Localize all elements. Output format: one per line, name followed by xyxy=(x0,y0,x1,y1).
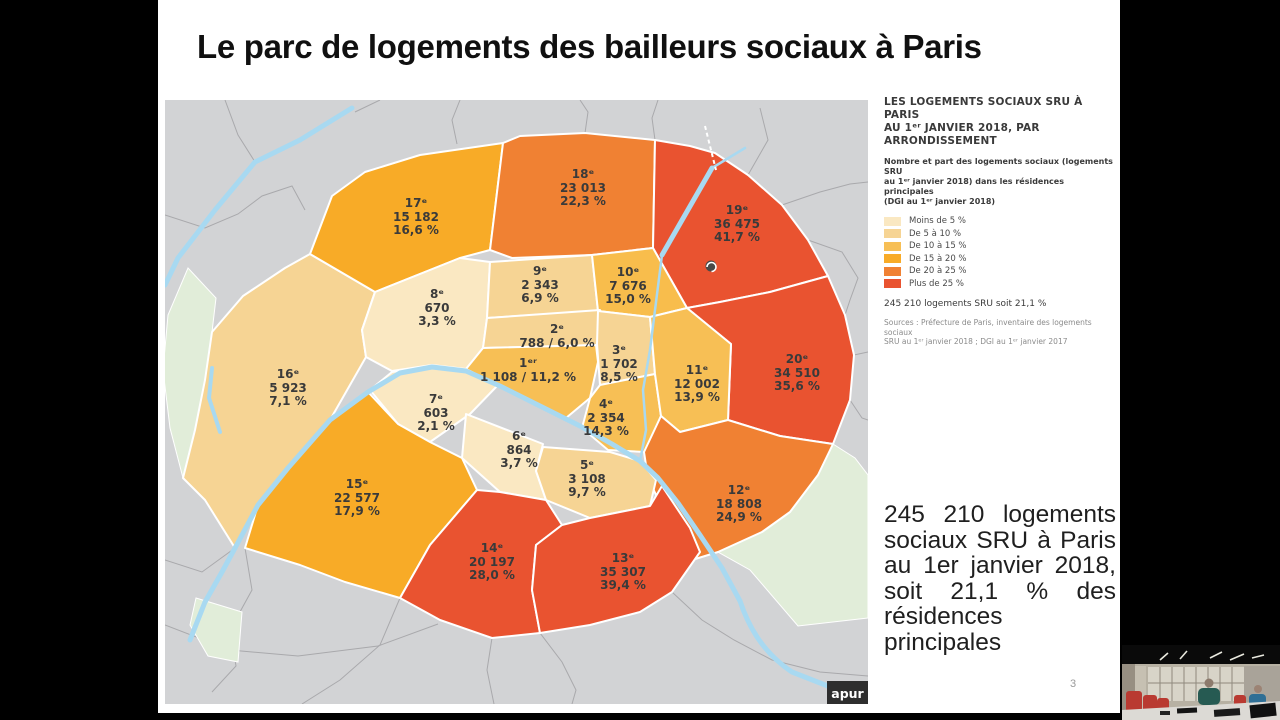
legend-swatch xyxy=(884,229,901,239)
slide: Le parc de logements des bailleurs socia… xyxy=(158,0,1120,713)
arr-label-5: 5ᵉ 3 108 9,7 % xyxy=(568,458,606,499)
arr-label-15: 15ᵉ 22 577 17,9 % xyxy=(334,477,380,518)
legend-sources: Sources : Préfecture de Paris, inventair… xyxy=(884,318,1092,346)
legend-item: De 15 à 20 % xyxy=(884,253,1116,266)
person-center xyxy=(1198,678,1220,705)
apur-logo: apur xyxy=(827,681,868,704)
webcam-feed xyxy=(1122,645,1280,720)
arr-label-13: 13ᵉ 35 307 39,4 % xyxy=(600,551,646,592)
arr-label-14: 14ᵉ 20 197 28,0 % xyxy=(469,541,515,582)
windows xyxy=(1148,667,1244,701)
arr-label-20: 20ᵉ 34 510 35,6 % xyxy=(774,352,820,393)
legend-items: Moins de 5 % De 5 à 10 % De 10 à 15 % De… xyxy=(884,215,1116,290)
park-south-west xyxy=(189,597,243,663)
legend-title: LES LOGEMENTS SOCIAUX SRU À PARIS AU 1ᵉʳ… xyxy=(884,96,1083,147)
ceiling-lights xyxy=(1159,650,1265,661)
legend-swatch xyxy=(884,266,901,276)
wall-panel xyxy=(1135,666,1146,716)
arr-label-12: 12ᵉ 18 808 24,9 % xyxy=(716,483,762,524)
map-legend: LES LOGEMENTS SOCIAUX SRU À PARIS AU 1ᵉʳ… xyxy=(884,96,1116,347)
seine-river xyxy=(165,105,841,693)
page-title: Le parc de logements des bailleurs socia… xyxy=(197,28,982,65)
arr-label-8: 8ᵉ 670 3,3 % xyxy=(418,287,455,328)
arr-label-7: 7ᵉ 603 2,1 % xyxy=(417,392,454,433)
svg-text:apur: apur xyxy=(831,686,864,701)
table xyxy=(1122,701,1280,720)
legend-swatch xyxy=(884,279,901,289)
arrondissement-labels: 1ᵉʳ 1 108 / 11,2 % 2ᵉ 788 / 6,0 % 3ᵉ 1 702 8… xyxy=(269,167,820,592)
arr-label-10: 10ᵉ 7 676 15,0 % xyxy=(605,265,651,306)
arr-label-6: 6ᵉ 864 3,7 % xyxy=(500,429,537,470)
arr-label-17: 17ᵉ 15 182 16,6 % xyxy=(393,196,439,237)
arr-label-2: 2ᵉ 788 / 6,0 % xyxy=(519,322,594,350)
arr-label-4: 4ᵉ 2 354 14,3 % xyxy=(583,397,629,438)
legend-item: De 5 à 10 % xyxy=(884,228,1116,241)
legend-swatch xyxy=(884,254,901,264)
paris-choropleth-map: 1ᵉʳ 1 108 / 11,2 % 2ᵉ 788 / 6,0 % 3ᵉ 1 702 8… xyxy=(165,100,868,704)
legend-subtitle: Nombre et part des logements sociaux (lo… xyxy=(884,157,1113,206)
arr-label-18: 18ᵉ 23 013 22,3 % xyxy=(560,167,606,208)
canal-saint-martin xyxy=(638,146,747,463)
legend-swatch xyxy=(884,241,901,251)
legend-swatch xyxy=(884,216,901,226)
legend-total: 245 210 logements SRU soit 21,1 % xyxy=(884,299,1047,309)
legend-item: De 20 à 25 % xyxy=(884,265,1116,278)
arr-label-16: 16ᵉ 5 923 7,1 % xyxy=(269,367,307,408)
summary-callout: 245 210 logements sociaux SRU à Paris au… xyxy=(884,501,1116,656)
legend-item: De 10 à 15 % xyxy=(884,240,1116,253)
laptops xyxy=(1160,702,1277,719)
canal-saint-denis-dashed xyxy=(704,125,717,171)
arr-label-3: 3ᵉ 1 702 8,5 % xyxy=(600,343,638,384)
arr-label-19: 19ᵉ 36 475 41,7 % xyxy=(714,203,760,244)
legend-item: Moins de 5 % xyxy=(884,215,1116,228)
park-symbol-icon xyxy=(705,260,717,273)
arr-label-11: 11ᵉ 12 002 13,9 % xyxy=(674,363,720,404)
arr-label-9: 9ᵉ 2 343 6,9 % xyxy=(521,264,559,305)
legend-item: Plus de 25 % xyxy=(884,278,1116,291)
arrondissements xyxy=(182,132,855,639)
arr-label-1: 1ᵉʳ 1 108 / 11,2 % xyxy=(480,356,576,384)
page-number: 3 xyxy=(1070,678,1077,690)
